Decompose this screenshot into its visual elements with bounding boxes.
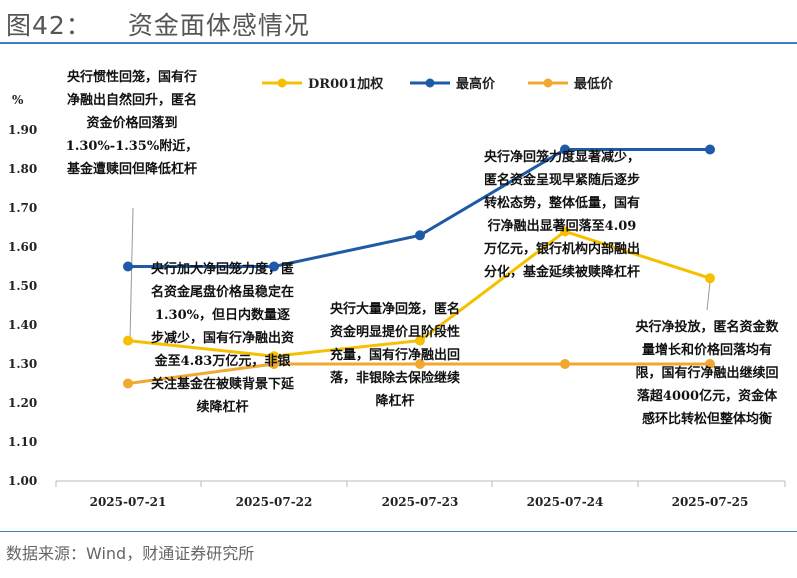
annotation-0724: 央行净回笼力度显著减少，匿名资金呈现早紧随后逐步转松态势，整体低量，国有行净融出…: [483, 150, 640, 280]
y-tick-label: 1.40: [8, 318, 37, 332]
data-point: [415, 230, 425, 241]
y-tick-label: 1.80: [8, 162, 37, 176]
y-tick-label: 1.20: [8, 396, 37, 410]
line-chart: % 1.00 1.10 1.20 1.30 1.40 1.50 1.60 1.70 1.80 1.9…: [8, 76, 786, 509]
y-tick-label: 1.90: [8, 123, 37, 137]
title-divider: [0, 42, 797, 44]
annotation-0721: 央行惯性回笼，国有行净融出自然回升，匿名资金价格回落到1.30%-1.35%附近…: [65, 70, 199, 177]
annotation-0725: 央行净投放，匿名资金数量增长和价格回落均有限，国有行净融出继续回落超4000亿元…: [635, 320, 779, 427]
legend-swatch-marker: [543, 78, 553, 88]
y-tick-label: 1.00: [8, 474, 37, 488]
y-tick-label: 1.10: [8, 435, 37, 449]
x-tick-label: 2025-07-22: [236, 495, 313, 509]
source-divider: [0, 531, 797, 532]
x-tick-label: 2025-07-21: [90, 495, 167, 509]
y-tick-label: 1.60: [8, 240, 37, 254]
data-point: [705, 359, 715, 369]
figure-title: 图42： 资金面体感情况: [6, 6, 310, 42]
legend-label: 最低价: [574, 76, 614, 92]
x-tick-label: 2025-07-25: [672, 495, 749, 509]
data-point: [415, 359, 425, 369]
data-point: [705, 273, 715, 284]
figure-number: 图42：: [6, 11, 92, 40]
y-tick-label: 1.50: [8, 279, 37, 293]
data-point: [560, 226, 570, 237]
y-tick-label: 1.30: [8, 357, 37, 371]
data-point: [269, 261, 279, 272]
data-point: [560, 359, 570, 369]
data-point: [560, 144, 570, 155]
legend-label: DR001加权: [308, 76, 384, 92]
data-point: [705, 144, 715, 155]
source-note: 数据来源：Wind，财通证券研究所: [6, 544, 255, 563]
annotation-0722: 央行加大净回笼力度，匿名资金尾盘价格虽稳定在1.30%，但日内数量逐步减少，国有…: [150, 262, 294, 415]
x-tick-label: 2025-07-23: [382, 495, 459, 509]
figure-title-text: 资金面体感情况: [127, 11, 310, 40]
data-point: [269, 351, 279, 362]
y-axis-label: %: [12, 93, 24, 107]
legend-swatch-marker: [277, 78, 287, 88]
y-tick-label: 1.70: [8, 201, 37, 215]
annotation-leader-line: [706, 282, 711, 311]
data-point: [123, 335, 133, 346]
data-point: [123, 261, 133, 272]
x-tick-label: 2025-07-24: [527, 495, 604, 509]
data-point: [415, 335, 425, 346]
legend-swatch-marker: [425, 78, 435, 88]
legend-label: 最高价: [456, 76, 496, 92]
annotation-leader-line: [129, 207, 134, 341]
data-point: [123, 378, 133, 389]
annotation-0723: 央行大量净回笼，匿名资金明显提价且阶段性充量，国有行净融出回落，非银除去保险继续…: [329, 302, 460, 409]
data-point: [269, 359, 279, 369]
